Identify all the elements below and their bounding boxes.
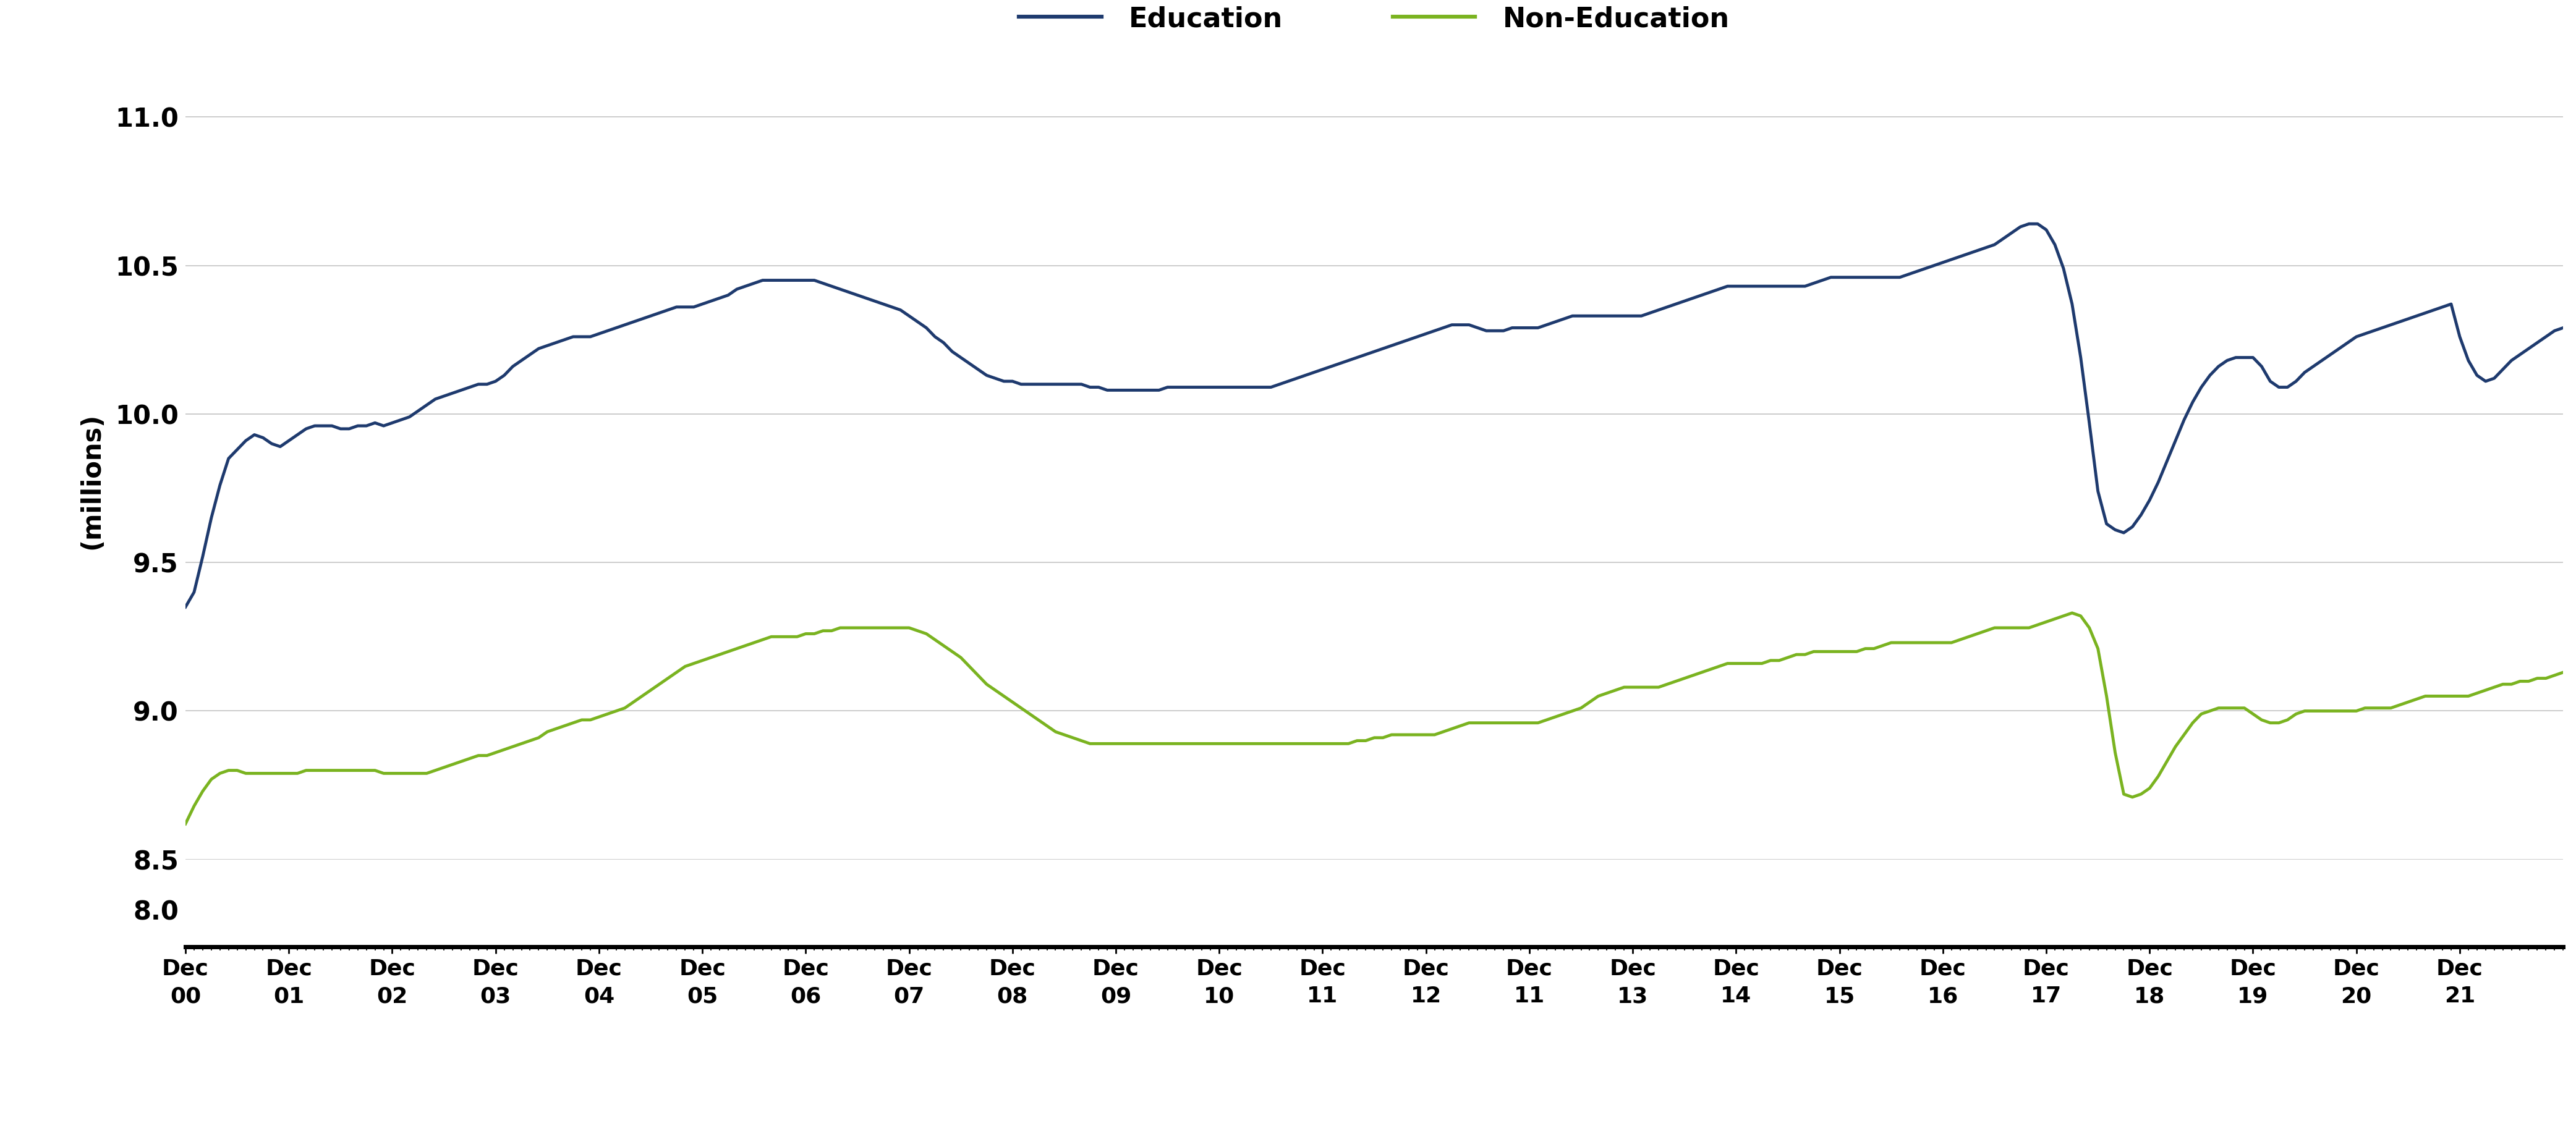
Y-axis label: (millions): (millions) [80,413,106,549]
Legend: Education, Non-Education: Education, Non-Education [1007,0,1741,43]
